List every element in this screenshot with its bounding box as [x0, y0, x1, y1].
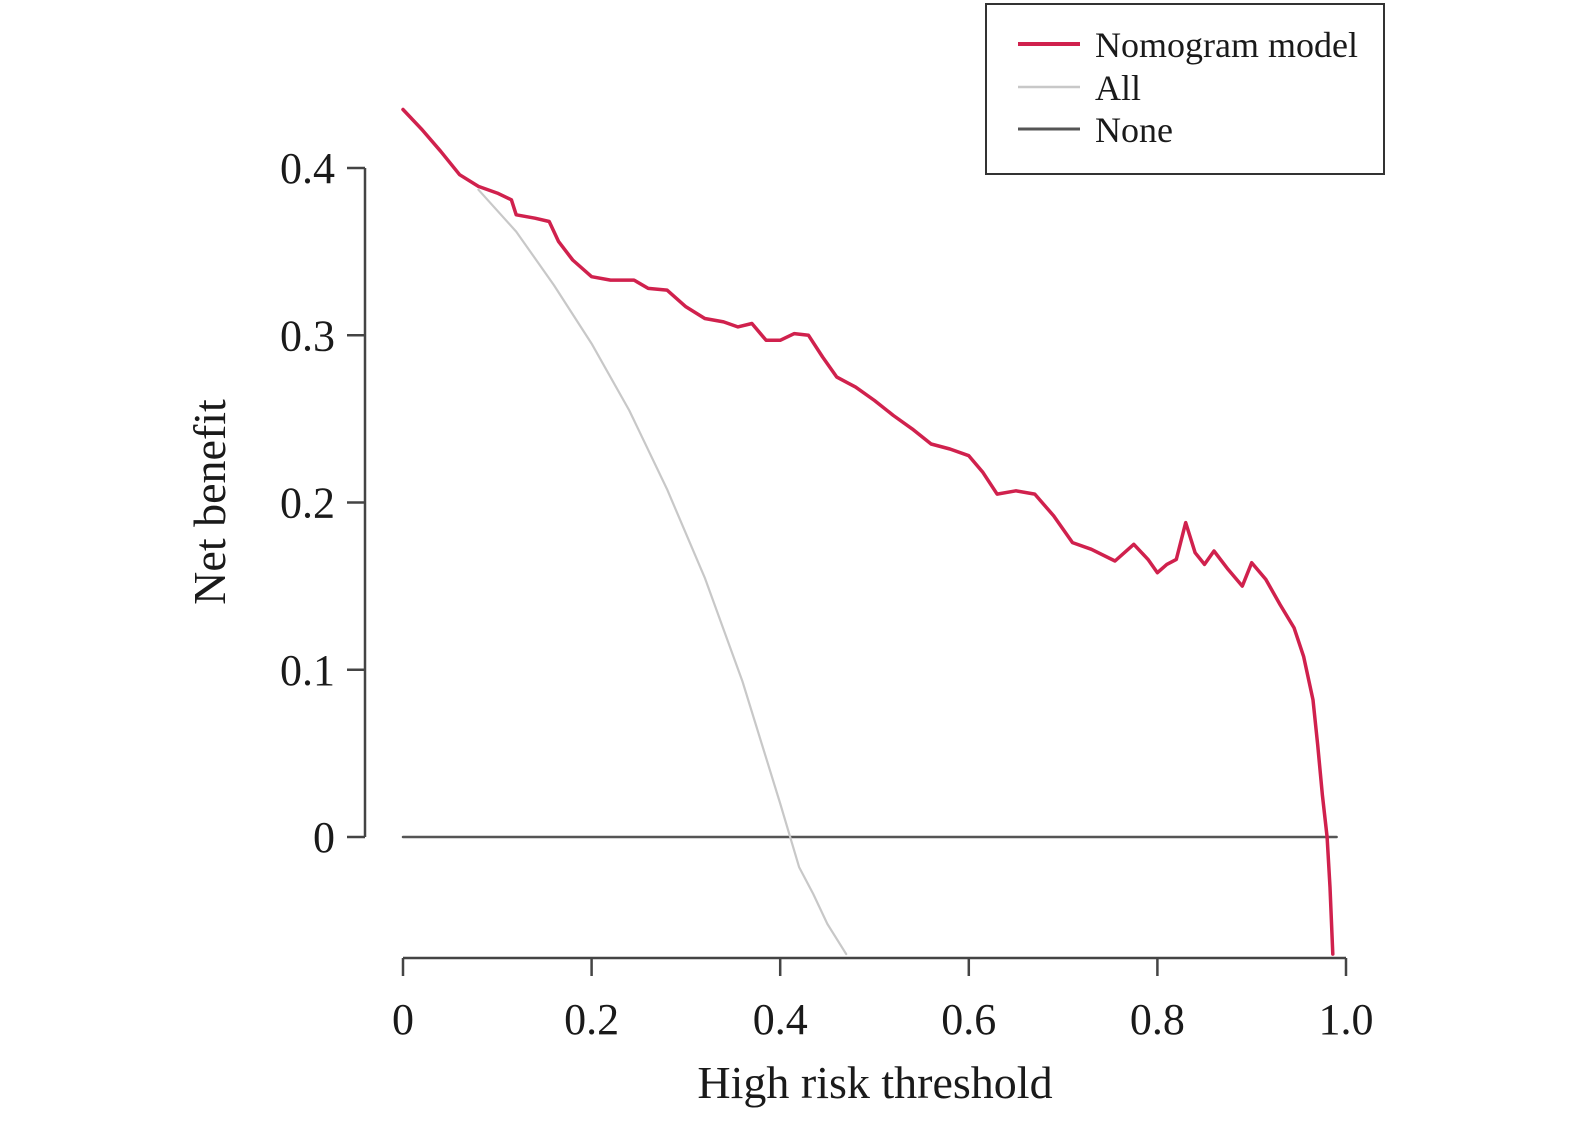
x-tick-label: 0.8	[1130, 995, 1185, 1044]
y-tick-label: 0.4	[280, 144, 335, 193]
x-tick-label: 0	[392, 995, 414, 1044]
legend-label-all: All	[1095, 68, 1141, 108]
y-tick-label: 0.3	[280, 311, 335, 360]
axes: 0 0.1 0.2 0.3 0.4 0 0.2 0.4 0.6 0.8 1.0	[280, 144, 1374, 1044]
series-all	[477, 188, 848, 956]
series-nomogram-model	[401, 107, 1335, 956]
series-layer	[401, 107, 1338, 956]
x-tick-label: 0.2	[564, 995, 619, 1044]
x-tick-label: 0.6	[941, 995, 996, 1044]
y-tick-label: 0.1	[280, 646, 335, 695]
x-axis-title: High risk threshold	[697, 1057, 1052, 1108]
legend-box	[985, 3, 1385, 175]
y-tick-label: 0	[313, 813, 335, 862]
legend-label-nomogram-model: Nomogram model	[1095, 25, 1358, 65]
y-tick-label: 0.2	[280, 479, 335, 528]
x-tick-label: 1.0	[1319, 995, 1374, 1044]
legend: Nomogram model All None	[985, 3, 1385, 175]
y-axis-title: Net benefit	[184, 399, 235, 605]
x-tick-label: 0.4	[753, 995, 808, 1044]
legend-label-none: None	[1095, 110, 1173, 150]
